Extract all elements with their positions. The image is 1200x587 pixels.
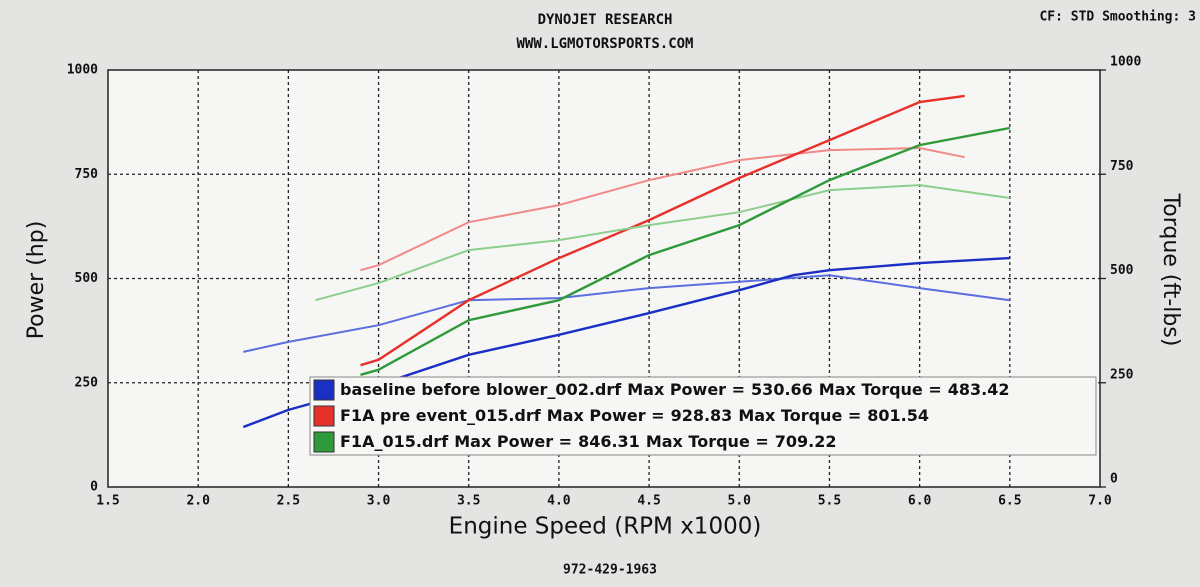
legend-text: Max Power = <box>547 406 665 425</box>
x-tick-label: 2.0 <box>186 494 210 509</box>
x-tick-label: 6.5 <box>998 494 1021 509</box>
power-line <box>360 94 965 367</box>
y2-tick-label: 750 <box>1110 159 1134 174</box>
legend-text: Max Power = <box>454 432 572 451</box>
legend-text: 846.31 <box>578 432 640 451</box>
x-tick-label: 4.0 <box>547 494 571 509</box>
legend-text: F1A_015.drf <box>340 432 449 451</box>
x-tick-label: 3.0 <box>367 494 391 509</box>
chart-title: DYNOJET RESEARCH <box>538 12 673 28</box>
legend-text: 530.66 <box>751 380 813 399</box>
x-tick-label: 6.0 <box>908 494 932 509</box>
legend-text: Max Torque = <box>646 432 769 451</box>
y2-tick-label: 500 <box>1110 263 1134 278</box>
x-axis-label: Engine Speed (RPM x1000) <box>449 514 762 540</box>
y2-tick-label: 0 <box>1110 472 1118 487</box>
legend-text: Max Torque = <box>819 380 942 399</box>
y-tick-label: 0 <box>90 480 98 495</box>
legend-text: Max Torque = <box>738 406 861 425</box>
legend-entry: F1A pre event_015.drf Max Power = 928.83 Ma… <box>340 406 929 425</box>
legend-swatch <box>313 405 335 427</box>
legend-text: 801.54 <box>867 406 929 425</box>
legend-text: 928.83 <box>671 406 733 425</box>
x-tick-label: 3.5 <box>457 494 480 509</box>
power-line <box>360 126 1011 376</box>
chart-subtitle: WWW.LGMOTORSPORTS.COM <box>516 36 693 52</box>
y-tick-label: 1000 <box>67 63 98 78</box>
x-tick-label: 1.5 <box>96 494 119 509</box>
legend-entry: F1A_015.drf Max Power = 846.31 Max Torque =… <box>340 432 837 451</box>
x-tick-label: 7.0 <box>1088 494 1112 509</box>
y-tick-label: 750 <box>75 167 99 182</box>
x-tick-label: 4.5 <box>637 494 660 509</box>
y-tick-label: 500 <box>75 271 99 286</box>
y-axis-label: Power (hp) <box>24 221 49 340</box>
settings-text: CF: STD Smoothing: 3 <box>1039 10 1196 25</box>
legend-text: 483.42 <box>948 380 1010 399</box>
legend-box <box>309 376 1097 456</box>
legend-text: 709.22 <box>775 432 837 451</box>
y2-tick-label: 1000 <box>1110 55 1141 70</box>
y-tick-label: 250 <box>75 375 99 390</box>
legend-swatch <box>313 431 335 453</box>
legend-text: F1A pre event_015.drf <box>340 406 542 425</box>
torque-line <box>243 274 1010 353</box>
legend-text: baseline before blower_002.drf <box>340 380 622 399</box>
legend-entry: baseline before blower_002.drf Max Power … <box>340 380 1010 399</box>
footer: 972-429-1963 <box>563 563 657 578</box>
torque-line <box>360 146 965 272</box>
torque-line <box>315 184 1010 302</box>
y2-tick-label: 250 <box>1110 367 1134 382</box>
x-tick-label: 5.5 <box>818 494 841 509</box>
y2-axis-label: Torque (ft-lbs) <box>1158 193 1183 347</box>
legend-swatch <box>313 379 335 401</box>
legend-text: Max Power = <box>627 380 745 399</box>
x-tick-label: 5.0 <box>728 494 752 509</box>
x-tick-label: 2.5 <box>277 494 300 509</box>
